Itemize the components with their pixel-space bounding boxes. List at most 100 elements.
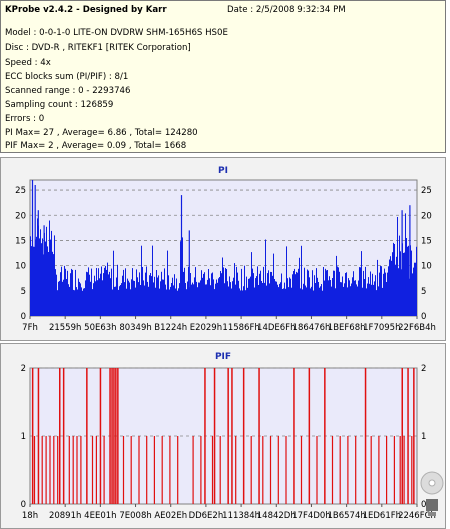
pi-bar	[404, 252, 405, 316]
pi-bar	[153, 282, 154, 316]
pi-bar	[396, 256, 397, 316]
pif-bar	[277, 436, 279, 504]
pi-bar	[182, 237, 183, 316]
pi-bar	[246, 276, 247, 316]
pi-bar	[261, 281, 262, 316]
pi-bar	[313, 290, 314, 316]
pi-bar	[168, 275, 169, 316]
pi-bar	[117, 264, 118, 316]
pi-bar	[352, 277, 353, 316]
pi-bar	[33, 246, 34, 316]
pi-bar	[39, 238, 40, 316]
pi-bar	[87, 272, 88, 316]
pi-bar	[250, 276, 251, 316]
pi-bar	[264, 282, 265, 316]
pi-bar	[51, 230, 52, 316]
pi-bar	[192, 282, 193, 316]
pi-bar	[293, 271, 294, 316]
pi-bar	[48, 252, 49, 316]
pif-bar	[177, 436, 179, 504]
pi-bar	[81, 287, 82, 316]
pi-bar	[355, 280, 356, 316]
pi-bar	[152, 245, 153, 316]
pi-bar	[102, 280, 103, 316]
x-tick-label: 20891h	[49, 511, 81, 521]
pif-bar-max	[308, 368, 311, 504]
pi-bar	[219, 277, 220, 316]
pi-bar	[376, 290, 377, 316]
pi-bar	[193, 284, 194, 316]
pi-bar	[133, 280, 134, 316]
x-tick-label: 17F4D0h	[292, 511, 330, 521]
pi-bar	[249, 278, 250, 316]
pi-bar	[112, 289, 113, 316]
pi-bar	[199, 282, 200, 316]
pi-peak-bar	[43, 225, 45, 316]
pi-bar	[368, 277, 369, 316]
y-tick-label-right: 0	[421, 500, 426, 510]
pi-bar	[186, 289, 187, 316]
pi-bar	[163, 279, 164, 316]
pif-bar-max	[324, 368, 326, 504]
y-tick-label-left: 15	[15, 236, 26, 246]
pi-bar	[348, 278, 349, 316]
pi-bar	[362, 287, 363, 316]
pi-bar	[118, 289, 119, 316]
pi-bar	[95, 281, 96, 316]
pi-bar	[314, 275, 315, 316]
pi-bar	[301, 245, 302, 316]
y-tick-label-left: 10	[15, 262, 26, 272]
x-tick-label: DD6E2h	[189, 511, 224, 521]
pi-bar	[304, 267, 305, 316]
pi-bar	[312, 270, 313, 316]
pi-bar	[247, 287, 248, 316]
pi-bar	[73, 289, 74, 316]
pif-bar	[45, 436, 47, 504]
pi-bar	[336, 255, 337, 316]
pif-bar-max	[113, 368, 115, 504]
pi-bar	[230, 282, 231, 316]
pi-bar	[91, 268, 92, 316]
pi-bar	[194, 277, 195, 316]
pi-bar	[174, 274, 175, 316]
pi-bar	[227, 281, 228, 316]
pi-bar	[85, 280, 86, 316]
pi-bar	[233, 277, 234, 316]
pi-bar	[104, 267, 105, 316]
pif-bar-max	[111, 368, 113, 504]
pi-bar	[179, 283, 180, 316]
pif-bar	[211, 436, 214, 504]
pi-bar	[188, 266, 189, 316]
pi-bar	[411, 250, 412, 316]
pi-bar	[297, 272, 298, 316]
pif-bar	[49, 436, 51, 504]
pi-bar	[337, 266, 338, 316]
info-ecc: ECC blocks sum (PI/PIF) : 8/1	[5, 72, 129, 82]
pi-bar	[68, 284, 69, 316]
pi-bar	[260, 270, 261, 316]
pi-bar	[130, 289, 131, 316]
pif-bar	[122, 436, 125, 504]
pi-bar	[151, 276, 152, 316]
pi-bar	[361, 251, 362, 316]
pi-bar	[339, 271, 340, 316]
pi-bar	[415, 262, 416, 316]
pi-bar	[232, 281, 233, 316]
pi-bar	[239, 288, 240, 316]
pi-bar	[65, 268, 66, 316]
pi-bar	[203, 273, 204, 316]
pi-bar	[369, 283, 370, 316]
pi-bar	[327, 270, 328, 316]
pi-bar	[64, 265, 65, 316]
pi-bar	[257, 266, 258, 316]
pi-bar	[72, 269, 73, 316]
pi-bar	[158, 275, 159, 316]
pif-bar	[370, 436, 372, 504]
pi-bar	[386, 282, 387, 316]
pi-bar	[89, 274, 90, 316]
pi-bar	[266, 285, 267, 316]
pi-bar	[136, 269, 137, 316]
x-tick-label: 14DE6Fh	[257, 323, 295, 333]
pi-bar	[290, 278, 291, 316]
pi-bar	[74, 290, 75, 316]
